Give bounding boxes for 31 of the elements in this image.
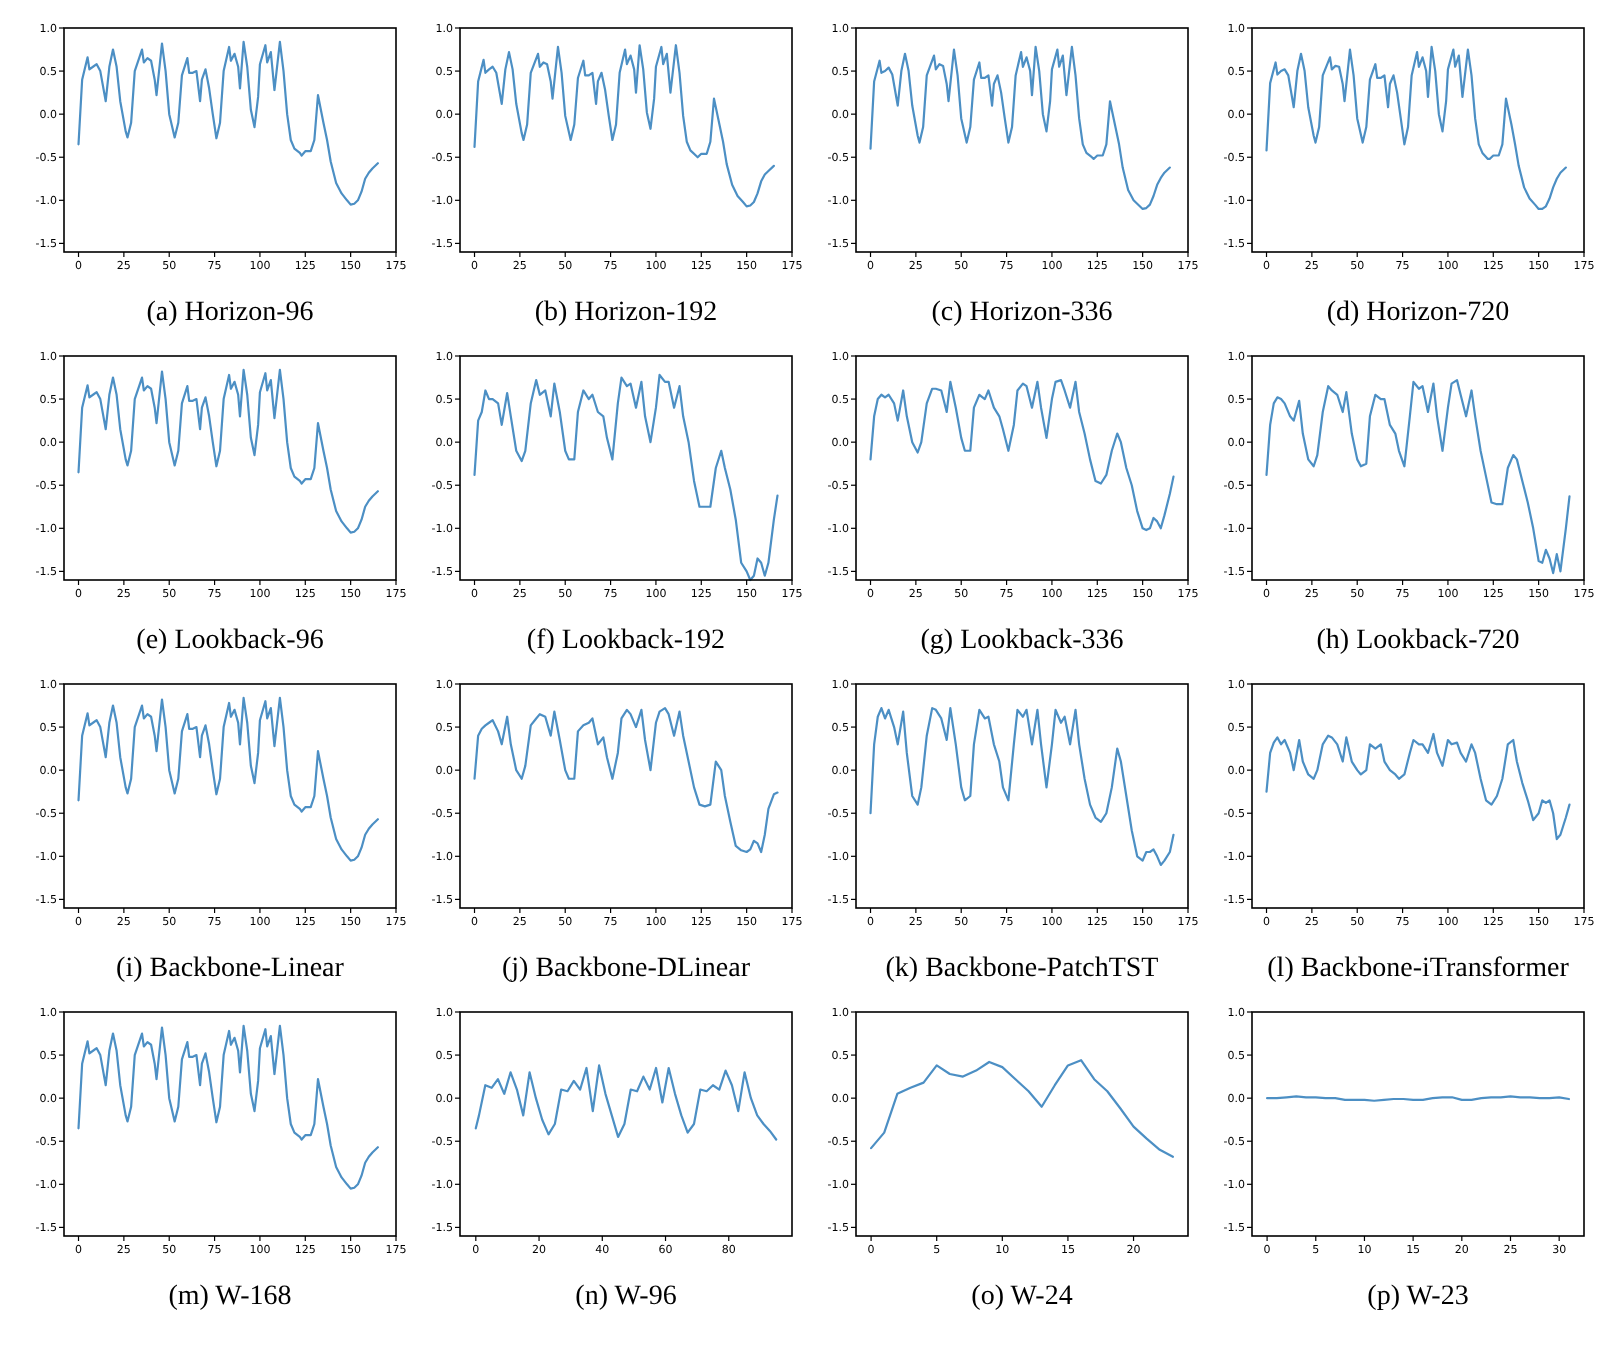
text: (g) Lookback-336 — [920, 626, 1124, 656]
text: (n) W-96 — [575, 1282, 677, 1312]
text: (i) Backbone-Linear — [116, 954, 345, 984]
text: (e) Lookback-96 — [136, 626, 324, 656]
text: (l) Backbone-iTransformer — [1267, 954, 1570, 984]
line-series — [869, 45, 1171, 211]
text: (f) Lookback-192 — [526, 626, 726, 656]
line-series — [77, 696, 379, 862]
text: (b) Horizon-192 — [534, 298, 718, 328]
text: (o) W-24 — [971, 1282, 1073, 1312]
line-series — [473, 44, 775, 208]
line-series — [473, 373, 779, 582]
text: (m) W-168 — [168, 1282, 292, 1312]
line-series — [1265, 45, 1567, 211]
line-series — [77, 40, 379, 206]
line-series — [77, 368, 379, 534]
line-series — [1265, 732, 1571, 841]
text: (p) W-23 — [1367, 1282, 1469, 1312]
line-series — [474, 1064, 778, 1141]
text: (h) Lookback-720 — [1316, 626, 1520, 656]
line-series — [869, 379, 1175, 532]
line-series — [869, 1059, 1175, 1158]
line-series — [1265, 379, 1571, 575]
line-series — [473, 707, 779, 854]
text: (c) Horizon-336 — [931, 298, 1113, 328]
text: (a) Horizon-96 — [146, 298, 314, 328]
text: (d) Horizon-720 — [1326, 298, 1510, 328]
line-series — [77, 1024, 379, 1190]
line-series — [869, 707, 1175, 867]
text: (k) Backbone-PatchTST — [885, 954, 1160, 984]
text: (j) Backbone-DLinear — [502, 954, 751, 984]
